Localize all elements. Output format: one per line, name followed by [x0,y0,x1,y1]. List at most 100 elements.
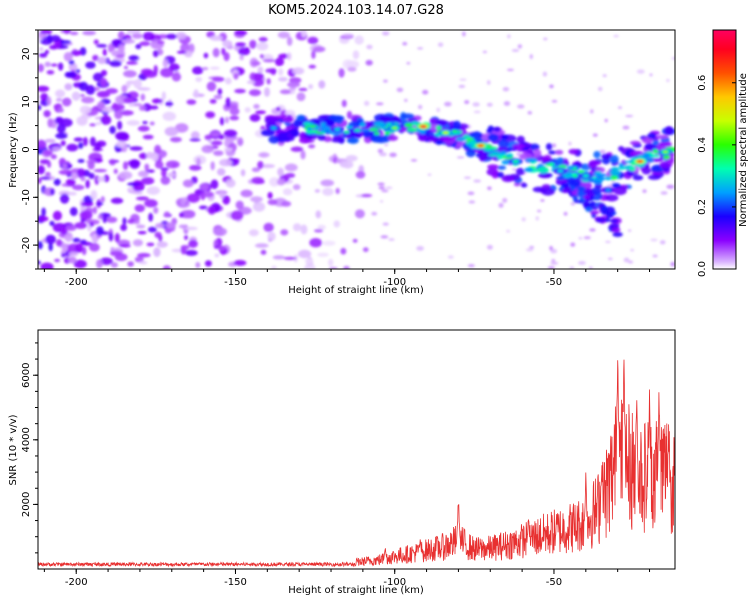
spectrogram-signal-blob [545,163,552,166]
spectrogram-signal-blob [498,139,509,148]
spectrogram-noise-blob [384,143,389,147]
spectrogram-noise-blob [507,34,511,39]
spectrogram-noise-blob [527,110,533,115]
spectrogram-noise-blob [38,177,42,184]
spectrogram-noise-blob [123,70,137,78]
spectrogram-noise-blob [217,245,227,251]
spectrogram-signal-blob [330,115,345,121]
spectrogram-noise-blob [340,247,347,255]
spectrogram-noise-blob [660,191,668,195]
spectrogram-noise-blob [85,84,96,95]
spectrogram-noise-blob [175,32,187,40]
spectrogram-signal-blob [318,125,330,129]
spectrogram-noise-blob [649,73,653,77]
spectrogram-signal-blob [613,186,627,196]
spectrogram-noise-blob [68,191,77,196]
spectrogram-signal-blob [275,121,282,127]
spectrogram-signal-blob [493,126,501,133]
spectrogram-noise-blob [222,195,231,205]
spectrogram-noise-blob [239,54,244,61]
spectrogram-noise-blob [313,229,324,233]
spectrogram-noise-blob [83,136,88,147]
spectrogram-noise-blob [272,255,286,260]
spectrogram-signal-blob [538,168,548,174]
spectrogram-noise-blob [122,217,127,226]
spectrogram-noise-blob [237,137,244,147]
spectrogram-noise-blob [234,88,246,94]
spectrogram-signal-blob [507,153,514,158]
spectrogram-noise-blob [463,176,471,179]
spectrogram-noise-blob [240,189,253,198]
spectrogram-noise-blob [118,244,131,248]
spectrogram-noise-blob [89,123,97,127]
spectrogram-noise-blob [171,72,182,82]
colorbar-tick-label: 0.2 [697,199,708,215]
spectrogram-noise-blob [278,68,284,76]
spectrogram-noise-blob [47,161,52,168]
spectrogram-noise-blob [126,120,141,126]
spectrogram-signal-blob [487,125,495,133]
spectrogram-noise-blob [38,260,41,265]
spectrogram-noise-blob [149,121,155,126]
spectrogram-noise-blob [64,71,76,78]
spectrogram-noise-blob [137,87,151,91]
spectrogram-signal-blob [348,121,362,128]
spectrogram-noise-blob [200,183,210,191]
spectrogram-signal-blob [647,132,657,139]
spectrogram-noise-blob [70,50,82,57]
spectrogram-signal-blob [610,167,620,172]
spectrogram-noise-blob [317,252,329,257]
spectrogram-signal-blob [583,194,591,200]
spectrogram-noise-blob [95,202,104,206]
spectrogram-noise-blob [262,58,276,63]
spectrogram-signal-blob [264,117,273,124]
spectrogram-noise-blob [136,196,149,201]
spectrogram-noise-blob [52,210,62,221]
spectrogram-signal-blob [645,144,658,151]
snr-x-label: Height of straight line (km) [288,585,424,596]
spectrogram-noise-blob [65,178,76,186]
spectrogram-noise-blob [410,159,418,162]
spectrogram-noise-blob [383,79,388,83]
spectrogram-noise-blob [253,103,260,109]
spectrogram-noise-blob [75,243,84,253]
spectrogram-noise-blob [155,222,165,229]
spectrogram-signal-blob [653,157,664,162]
spectrogram-noise-blob [269,177,280,187]
spectrogram-signal-blob [306,127,314,131]
spectrogram-signal-blob [501,159,511,165]
spectrogram-noise-blob [91,233,98,242]
spectrogram-noise-blob [314,189,321,193]
spectrogram-noise-blob [154,144,162,154]
spectrogram-noise [38,30,675,269]
spectrogram-noise-blob [216,168,226,176]
snr-panel: -200 -150 -100 -50 2000 4000 6000 Height of s… [8,329,676,596]
spectrogram-noise-blob [361,193,373,198]
spectrogram-noise-blob [77,168,86,179]
spectrogram-signal-blob [373,121,385,127]
spectrogram-noise-blob [142,31,155,41]
spectrogram-noise-blob [146,242,155,247]
spectrogram-signal-blob [320,130,327,134]
spectrogram-signal-blob [568,148,579,155]
spectrogram-noise-blob [213,94,223,100]
figure-title: KOM5.2024.103.14.07.G28 [268,3,444,18]
spectrogram-noise-blob [605,240,611,244]
colorbar-frame [712,29,737,270]
spectrogram-noise-blob [309,238,323,248]
spectrogram-signal-band [261,111,675,237]
spectrogram-noise-blob [72,237,81,243]
spectrogram-signal-blob [647,174,661,180]
spectrogram-noise-blob [148,212,154,222]
x-tick-label: -50 [546,277,562,288]
spectrogram-noise-blob [569,266,575,269]
spectrogram-noise-blob [100,69,108,77]
spectrogram-noise-blob [75,69,80,73]
spectrogram-signal-blob [384,131,390,136]
spectrogram-noise-blob [44,138,56,143]
spectrogram-noise-blob [114,109,123,120]
spectrogram-noise-blob [252,201,266,212]
spectrogram-noise-blob [193,89,199,99]
spectrogram-noise-blob [261,163,276,169]
spectrogram-noise-blob [46,70,55,75]
